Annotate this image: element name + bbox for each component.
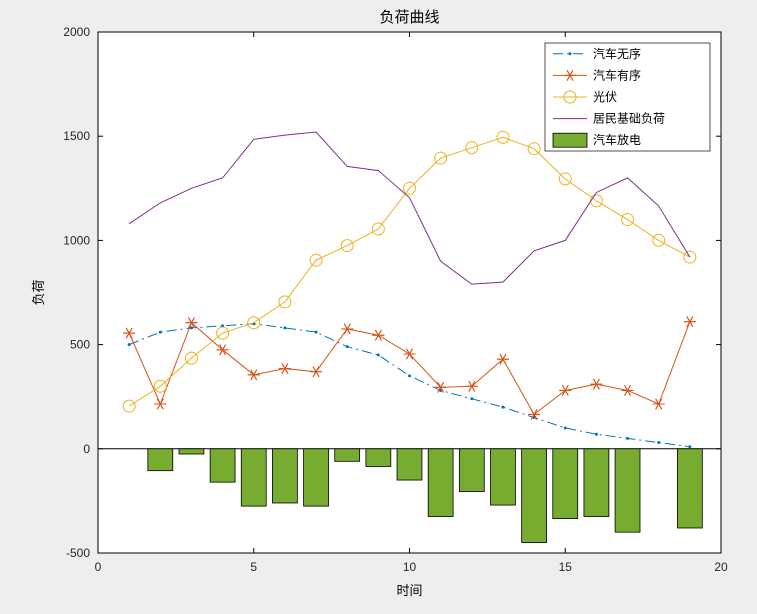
bar-car_discharge xyxy=(304,449,329,506)
bar-car_discharge xyxy=(366,449,391,467)
xtick-label: 20 xyxy=(714,560,728,574)
bar-car_discharge xyxy=(397,449,422,480)
xtick-label: 5 xyxy=(250,560,257,574)
ytick-label: 1000 xyxy=(63,233,90,247)
ytick-label: 2000 xyxy=(63,25,90,39)
bar-car_discharge xyxy=(584,449,609,517)
legend-label: 光伏 xyxy=(593,90,617,104)
bar-car_discharge xyxy=(210,449,235,482)
ytick-label: 1500 xyxy=(63,129,90,143)
ytick-label: -500 xyxy=(66,546,90,560)
bar-car_discharge xyxy=(677,449,702,528)
legend: 汽车无序汽车有序光伏居民基础负荷汽车放电 xyxy=(545,43,710,151)
bar-car_discharge xyxy=(148,449,173,471)
bar-car_discharge xyxy=(335,449,360,462)
legend-label: 汽车无序 xyxy=(593,46,641,61)
xtick-label: 15 xyxy=(559,560,573,574)
xtick-label: 10 xyxy=(403,560,417,574)
bar-car_discharge xyxy=(490,449,515,505)
bar-car_discharge xyxy=(553,449,578,519)
load-curve-chart: 0 5 10 15 20 -500 0 500 1000 1500 2000 负荷曲线时间 负荷 汽车无序… xyxy=(0,0,757,614)
bar-car_discharge xyxy=(522,449,547,543)
bar-car_discharge xyxy=(272,449,297,503)
xtick-label: 0 xyxy=(95,560,102,574)
legend-label: 汽车有序 xyxy=(593,67,641,82)
legend-label: 居民基础负荷 xyxy=(593,112,665,126)
ytick-label: 0 xyxy=(83,442,90,456)
bar-car_discharge xyxy=(179,449,204,454)
bar-car_discharge xyxy=(241,449,266,506)
x-axis-label: 时间 xyxy=(396,583,422,598)
chart-title: 负荷曲线 xyxy=(379,9,439,26)
legend-label: 汽车放电 xyxy=(593,132,641,147)
y-axis-label: 负荷 xyxy=(31,279,46,305)
bar-car_discharge xyxy=(615,449,640,532)
bar-car_discharge xyxy=(428,449,453,517)
ytick-label: 500 xyxy=(70,338,90,352)
bar-car_discharge xyxy=(459,449,484,492)
